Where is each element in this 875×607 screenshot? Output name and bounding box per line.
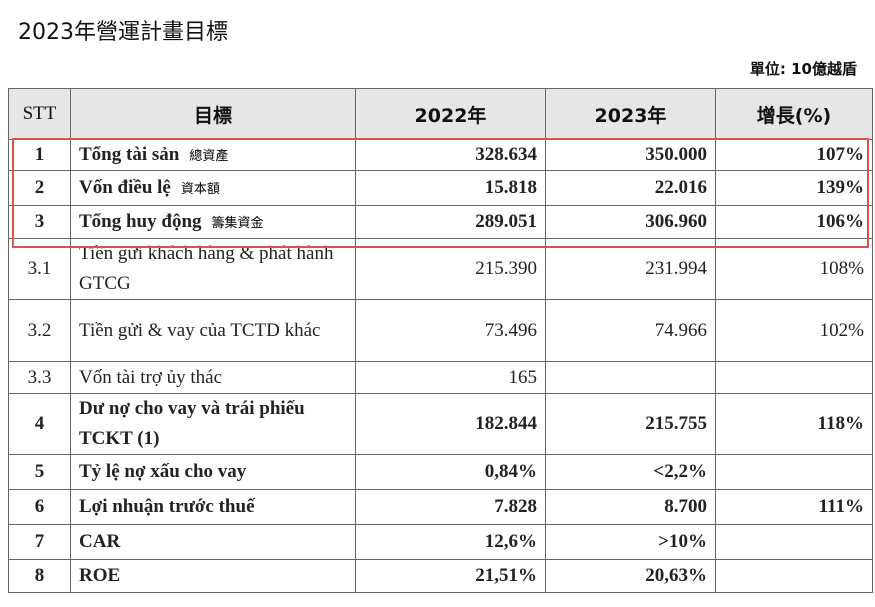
name-cell: ROE	[70, 559, 356, 593]
value-cell: 231.994	[545, 238, 716, 300]
stt-cell: 7	[8, 524, 71, 560]
column-header: 目標	[70, 88, 356, 140]
value-cell: 118%	[715, 393, 873, 455]
value-cell: 107%	[715, 139, 873, 171]
item-name: CAR	[79, 531, 121, 552]
value-cell: 182.844	[355, 393, 546, 455]
value-cell: 350.000	[545, 139, 716, 171]
value-cell: 165	[355, 361, 546, 394]
item-name: ROE	[79, 565, 121, 586]
table-row: 7 CAR 12,6% >10%	[8, 524, 873, 560]
column-header: 增長(%)	[715, 88, 873, 140]
column-header: STT	[8, 88, 71, 140]
stt-cell: 4	[8, 393, 71, 455]
value-cell: 73.496	[355, 299, 546, 362]
value-cell: 22.016	[545, 170, 716, 206]
item-name: Tiền gửi khách hàng & phát hành GTCG	[79, 243, 334, 294]
value-cell: <2,2%	[545, 454, 716, 490]
name-cell: Tổng huy động 籌集資金	[70, 205, 356, 239]
title: 2023年營運計畫目標	[18, 20, 228, 45]
table-row: 3.3 Vốn tài trợ ủy thác 165	[8, 361, 873, 394]
column-header: 2022年	[355, 88, 546, 140]
table-row: 3 Tổng huy động 籌集資金 289.051 306.960 106%	[8, 205, 873, 239]
value-cell: 108%	[715, 238, 873, 300]
name-cell: Tiền gửi khách hàng & phát hành GTCG	[70, 238, 356, 300]
name-cell: CAR	[70, 524, 356, 560]
item-name: Tỷ lệ nợ xấu cho vay	[79, 461, 247, 482]
table-row: 2 Vốn điều lệ 資本額 15.818 22.016 139%	[8, 170, 873, 206]
item-name: Tổng tài sản	[79, 144, 180, 165]
table-row: 4 Dư nợ cho vay và trái phiếu TCKT (1) 182…	[8, 393, 873, 455]
value-cell: 139%	[715, 170, 873, 206]
name-cell: Vốn tài trợ ủy thác	[70, 361, 356, 394]
stt-cell: 5	[8, 454, 71, 490]
value-cell: 215.390	[355, 238, 546, 300]
table: STT 目標 2022年 2023年 增長(%) 1 Tổng tài sản 總資產 328…	[8, 88, 873, 593]
value-cell	[715, 559, 873, 593]
table-row: 1 Tổng tài sản 總資產 328.634 350.000 107%	[8, 139, 873, 171]
value-cell: 328.634	[355, 139, 546, 171]
item-name: Tổng huy động	[79, 211, 202, 232]
stt-cell: 3.1	[8, 238, 71, 300]
value-cell: 15.818	[355, 170, 546, 206]
stt-cell: 8	[8, 559, 71, 593]
table-row: 3.2 Tiền gửi & vay của TCTD khác 73.496 74.…	[8, 299, 873, 362]
value-cell	[715, 524, 873, 560]
name-cell: Dư nợ cho vay và trái phiếu TCKT (1)	[70, 393, 356, 455]
value-cell: 7.828	[355, 489, 546, 525]
value-cell	[545, 361, 716, 394]
value-cell: 306.960	[545, 205, 716, 239]
header-row: STT 目標 2022年 2023年 增長(%)	[8, 88, 873, 140]
stt-cell: 3.2	[8, 299, 71, 362]
annotation: 籌集資金	[211, 216, 264, 231]
value-cell: >10%	[545, 524, 716, 560]
value-cell: 0,84%	[355, 454, 546, 490]
unit-label: 單位: 10億越盾	[749, 60, 857, 78]
table-row: 8 ROE 21,51% 20,63%	[8, 559, 873, 593]
annotation: 資本額	[180, 182, 220, 197]
value-cell: 215.755	[545, 393, 716, 455]
value-cell: 106%	[715, 205, 873, 239]
name-cell: Tổng tài sản 總資產	[70, 139, 356, 171]
item-name: Vốn điều lệ	[79, 177, 171, 198]
table-row: 5 Tỷ lệ nợ xấu cho vay 0,84% <2,2%	[8, 454, 873, 490]
value-cell: 8.700	[545, 489, 716, 525]
item-name: Vốn tài trợ ủy thác	[79, 366, 223, 388]
name-cell: Vốn điều lệ 資本額	[70, 170, 356, 206]
stt-cell: 1	[8, 139, 71, 171]
value-cell: 21,51%	[355, 559, 546, 593]
value-cell: 289.051	[355, 205, 546, 239]
table-row: 6 Lợi nhuận trước thuế 7.828 8.700 111%	[8, 489, 873, 525]
item-name: Lợi nhuận trước thuế	[79, 496, 255, 517]
value-cell	[715, 454, 873, 490]
stt-cell: 2	[8, 170, 71, 206]
item-name: Tiền gửi & vay của TCTD khác	[79, 319, 321, 341]
annotation: 總資產	[189, 149, 229, 164]
name-cell: Lợi nhuận trước thuế	[70, 489, 356, 525]
value-cell: 74.966	[545, 299, 716, 362]
value-cell: 111%	[715, 489, 873, 525]
column-header: 2023年	[545, 88, 716, 140]
name-cell: Tỷ lệ nợ xấu cho vay	[70, 454, 356, 490]
name-cell: Tiền gửi & vay của TCTD khác	[70, 299, 356, 362]
stt-cell: 6	[8, 489, 71, 525]
value-cell: 20,63%	[545, 559, 716, 593]
value-cell	[715, 361, 873, 394]
table-body: 1 Tổng tài sản 總資產 328.634 350.000 107% 2 Vốn đ…	[8, 139, 873, 593]
stt-cell: 3.3	[8, 361, 71, 394]
item-name: Dư nợ cho vay và trái phiếu TCKT (1)	[79, 398, 305, 449]
value-cell: 102%	[715, 299, 873, 362]
stt-cell: 3	[8, 205, 71, 239]
value-cell: 12,6%	[355, 524, 546, 560]
table-row: 3.1 Tiền gửi khách hàng & phát hành GTCG 2…	[8, 238, 873, 300]
